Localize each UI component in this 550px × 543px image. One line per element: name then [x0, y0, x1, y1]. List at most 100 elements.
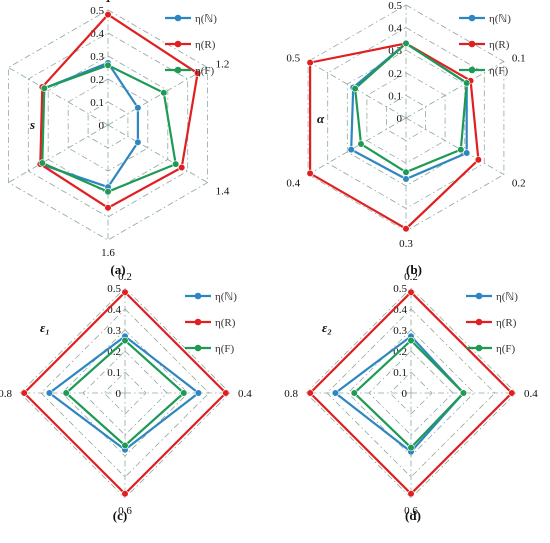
data-point: [407, 490, 415, 498]
axis-category-label: 0.6: [404, 505, 418, 517]
data-point: [402, 175, 410, 183]
axis-category-label: 0.5: [286, 53, 300, 65]
legend-swatch-marker: [174, 66, 182, 74]
axis-category-label: 0.6: [118, 505, 132, 517]
axis-category-label: 1.6: [101, 247, 115, 259]
grid-ring: [19, 287, 231, 499]
data-point: [350, 389, 358, 397]
legend-swatch-marker: [468, 40, 476, 48]
radial-tick-label: 0.4: [388, 23, 402, 35]
legend-swatch-marker: [475, 318, 483, 326]
panel-label: (b): [406, 262, 422, 277]
data-point: [407, 288, 415, 296]
axis-category-label: 1.4: [216, 186, 230, 198]
radial-tick-label: 0.2: [90, 74, 104, 86]
legend-swatch-marker: [174, 40, 182, 48]
data-point: [104, 204, 112, 212]
legend-entry: η(R): [195, 39, 216, 51]
series-1: [347, 39, 471, 183]
data-point: [121, 490, 129, 498]
grid-spoke: [107, 67, 208, 126]
axis-category-label: 0.4: [286, 178, 300, 190]
data-point: [104, 188, 112, 196]
grid-ring: [326, 308, 496, 478]
legend: η(ℕ) η(R) η(F): [466, 291, 518, 355]
radial-tick-label: 0.1: [388, 90, 402, 102]
axis-category-label: 0.3: [399, 238, 413, 250]
axis-category-label: 1.8: [0, 186, 1, 198]
series-line: [353, 42, 468, 174]
radial-tick-label: 0: [116, 388, 122, 400]
parameter-label: s: [29, 117, 35, 132]
radial-tick-label: 0.5: [393, 283, 407, 295]
radial-tick-label: 0.2: [388, 68, 402, 80]
grid-ring: [389, 371, 433, 415]
legend-entry: η(R): [215, 317, 236, 329]
data-point: [194, 69, 202, 77]
legend-swatch-marker: [475, 292, 483, 300]
radial-tick-label: 0.1: [107, 367, 121, 379]
axis-category-label: 1.2: [216, 59, 230, 71]
data-point: [40, 84, 48, 92]
legend-swatch-marker: [194, 318, 202, 326]
legend-entry: η(R): [496, 317, 517, 329]
parameter-label: ε₂: [322, 320, 332, 335]
data-point: [104, 61, 112, 69]
radar-panel-4: 00.10.20.30.40.50.20.40.60.8ε₂(d)η(ℕ)η(R…: [284, 271, 538, 523]
data-point: [402, 39, 410, 48]
data-point: [474, 156, 483, 164]
radial-tick-label: 0.5: [90, 5, 104, 17]
axis-category-label: 0.4: [524, 388, 538, 400]
grid-ring: [27, 32, 189, 218]
data-point: [351, 84, 359, 93]
radar-panel-2: 00.10.20.30.40.500.10.20.30.40.5α(b)η(ℕ)…: [286, 0, 525, 277]
radial-tick-label: 0.4: [107, 304, 121, 316]
data-point: [402, 225, 410, 233]
radial-tick-label: 0.4: [90, 28, 104, 40]
legend-entry: η(ℕ): [195, 13, 217, 25]
radial-tick-label: 0.3: [107, 325, 121, 337]
data-point: [457, 146, 465, 154]
data-point: [508, 389, 516, 397]
radial-tick-label: 0.1: [393, 367, 407, 379]
axis-category-label: 0.2: [512, 178, 526, 190]
data-point: [45, 389, 54, 397]
data-point: [121, 288, 129, 296]
data-point: [306, 169, 314, 177]
series-line: [350, 42, 468, 181]
series-3: [38, 61, 180, 196]
data-point: [104, 11, 112, 19]
legend-swatch-marker: [468, 66, 476, 74]
radar-panel-3: 00.10.20.30.40.50.20.40.60.8ε₁(c)η(ℕ)η(R…: [0, 271, 252, 523]
data-point: [347, 146, 355, 154]
data-point: [407, 336, 415, 345]
radar-grid: [305, 287, 517, 499]
data-point: [178, 163, 186, 172]
legend-entry: η(ℕ): [215, 291, 237, 303]
legend: η(ℕ) η(R) η(F): [459, 13, 511, 77]
legend: η(ℕ) η(R) η(F): [165, 13, 217, 77]
data-point: [222, 389, 230, 397]
axis-category-label: 0.1: [512, 53, 526, 65]
radial-tick-label: 0.5: [107, 283, 121, 295]
legend-entry: η(ℕ): [496, 291, 518, 303]
legend-entry: η(ℕ): [489, 13, 511, 25]
series-3: [350, 336, 468, 452]
series-line: [352, 338, 466, 450]
legend-entry: η(F): [496, 343, 516, 355]
legend-entry: η(F): [215, 343, 235, 355]
legend-entry: η(F): [489, 65, 509, 77]
data-point: [357, 140, 365, 148]
data-point: [306, 58, 314, 67]
grid-spoke: [8, 67, 109, 126]
panel-label: (c): [113, 508, 127, 523]
radial-tick-label: 0.4: [393, 304, 407, 316]
axis-category-label: 0.2: [118, 271, 132, 283]
legend-entry: η(R): [489, 39, 510, 51]
legend-swatch-marker: [194, 344, 202, 352]
grid-ring: [103, 371, 147, 415]
data-point: [160, 89, 168, 97]
radial-tick-label: 0: [99, 120, 105, 132]
legend-entry: η(F): [195, 65, 215, 77]
legend-swatch-marker: [475, 344, 483, 352]
